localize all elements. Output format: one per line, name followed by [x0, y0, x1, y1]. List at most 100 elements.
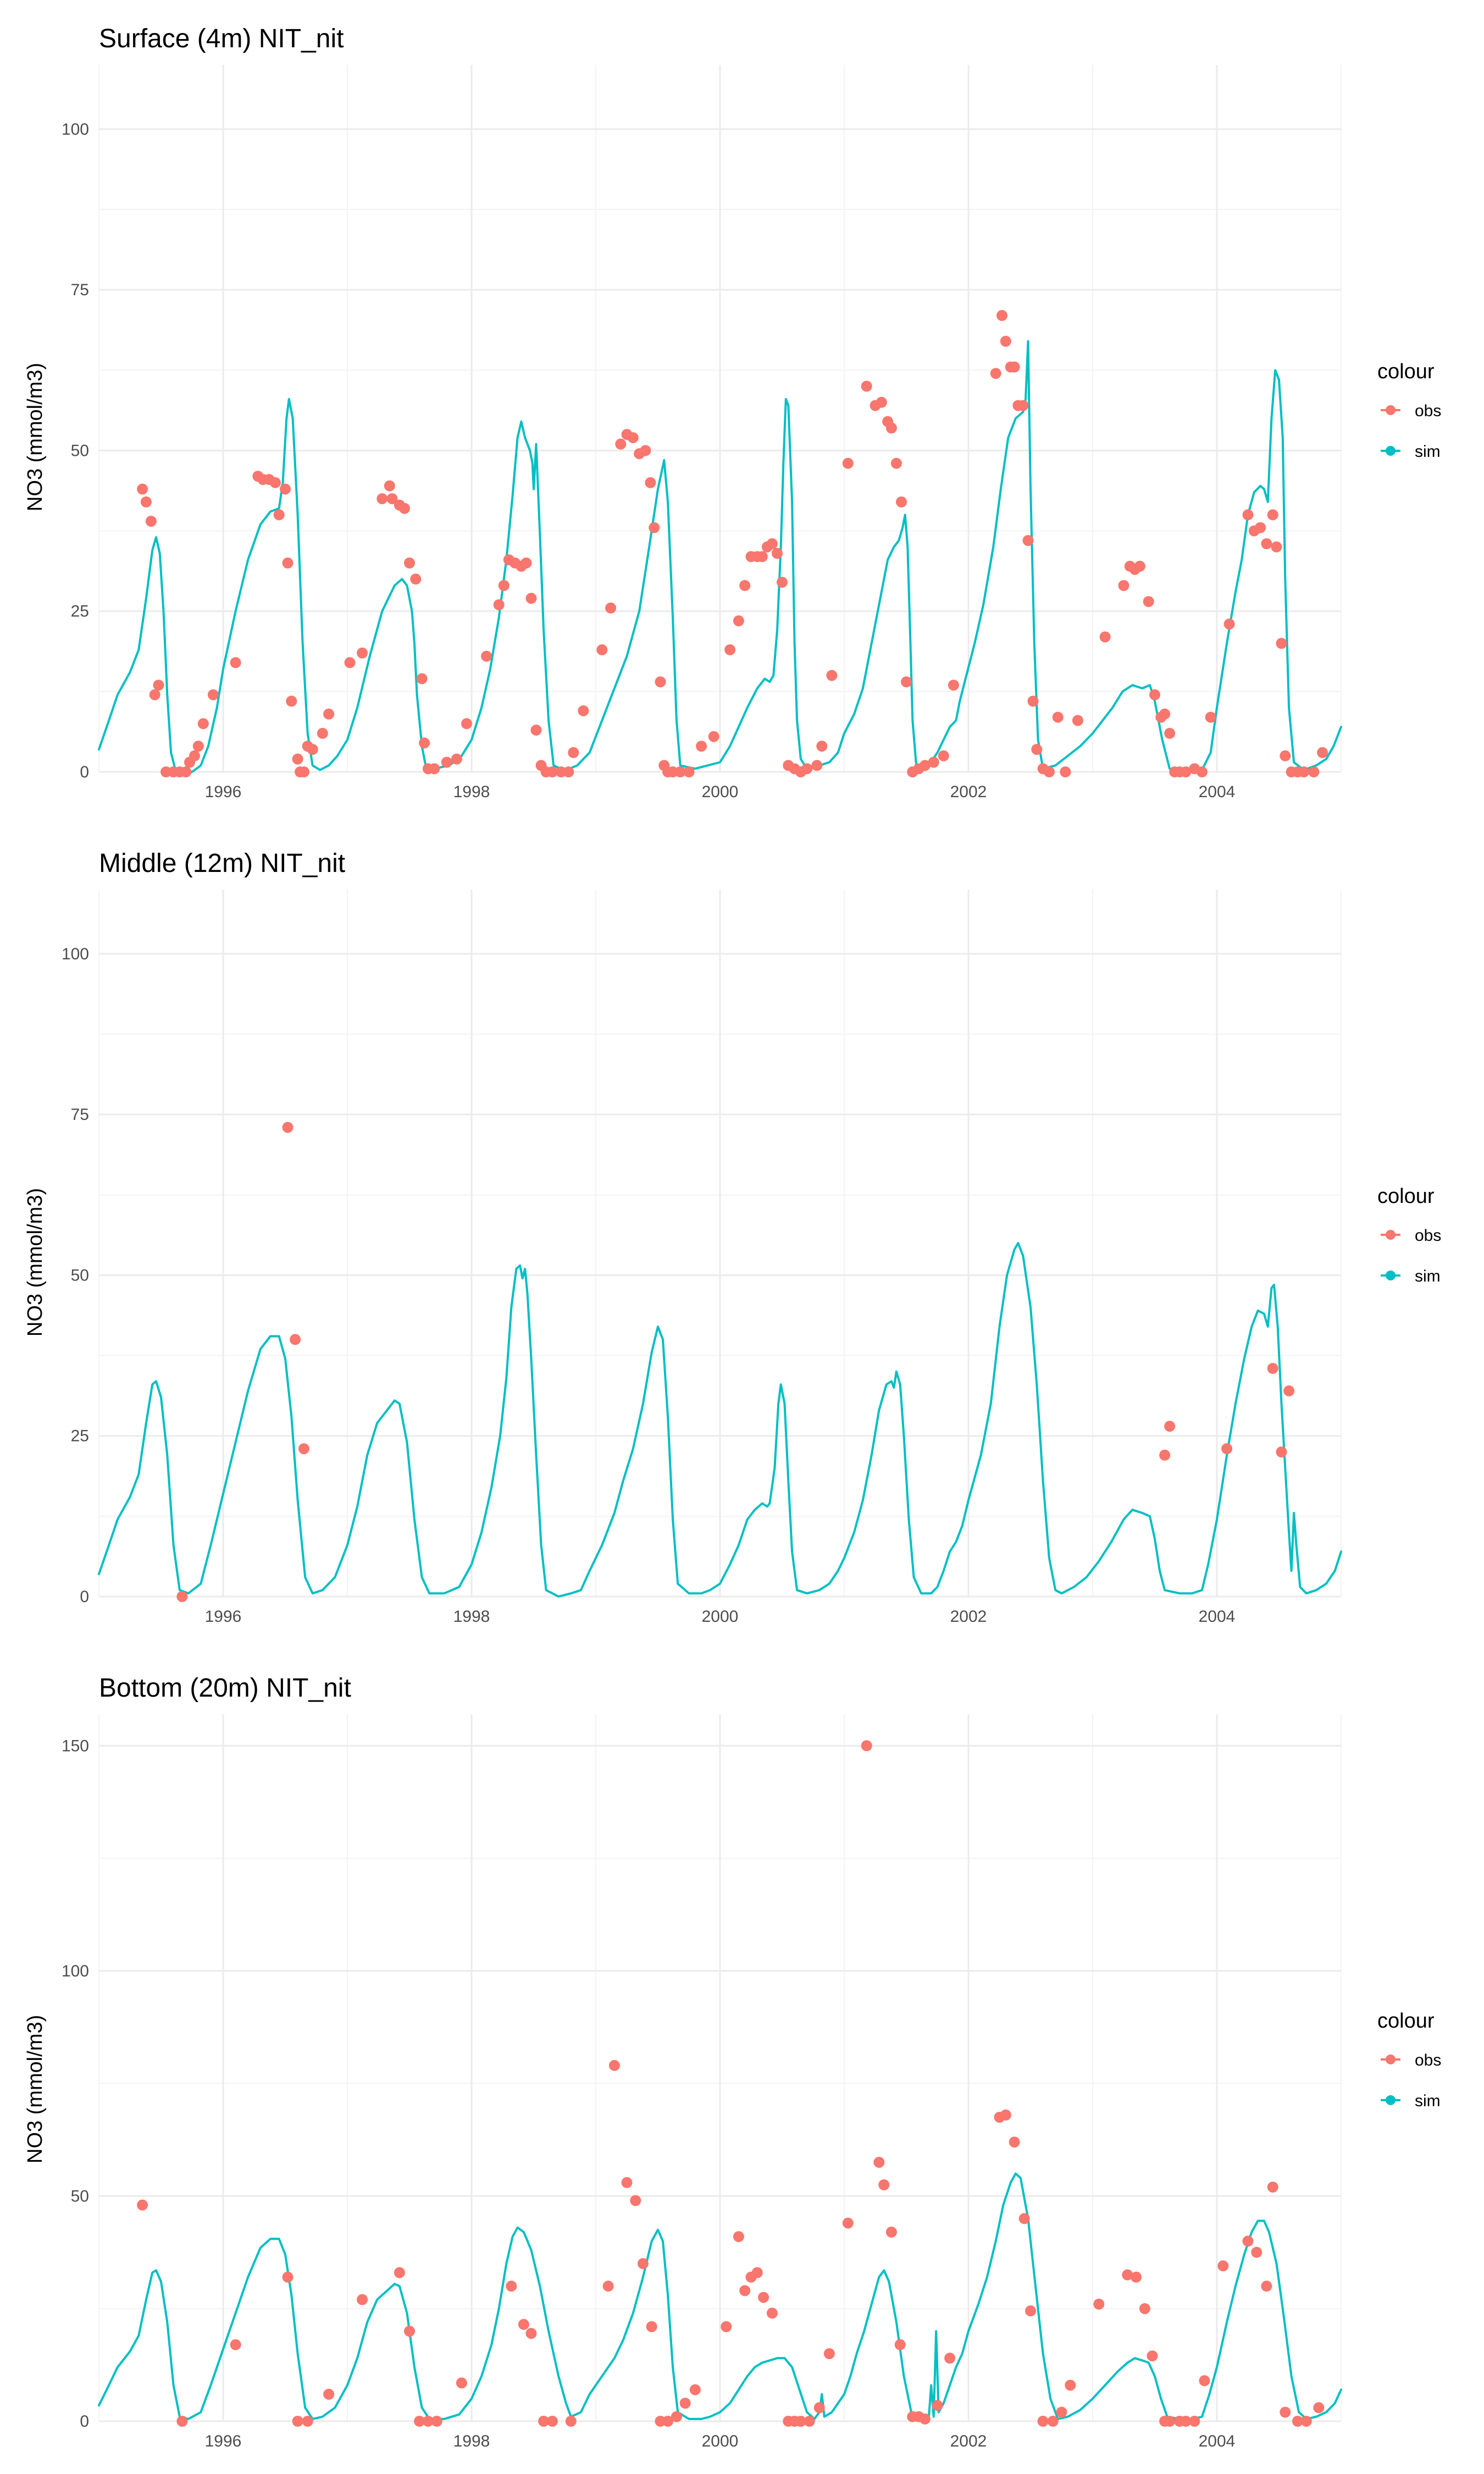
data-point-obs	[1131, 2271, 1142, 2283]
data-point-obs	[323, 2388, 335, 2400]
data-point-obs	[292, 753, 303, 765]
x-tick-label: 2004	[1199, 783, 1236, 801]
data-point-obs	[176, 2416, 188, 2427]
data-point-obs	[1147, 2350, 1158, 2362]
data-point-obs	[1267, 509, 1278, 521]
data-point-obs	[578, 705, 589, 716]
data-point-obs	[419, 737, 430, 749]
panel-surface: Surface (4m) NIT_nit NO3 (mmol/m3) 1996 1…	[24, 24, 1441, 801]
data-point-obs	[1047, 2416, 1059, 2427]
plot-area: 1996 1998 2000 2002 2004 0 50 100 150	[62, 1714, 1342, 2450]
data-point-obs	[546, 2416, 558, 2427]
y-tick-label: 100	[62, 945, 89, 963]
data-point-obs	[563, 766, 574, 777]
data-point-obs	[538, 2416, 550, 2427]
data-point-obs	[1242, 2235, 1254, 2247]
data-point-obs	[386, 493, 398, 505]
data-point-obs	[1255, 522, 1266, 533]
data-point-obs	[928, 756, 939, 768]
x-tick-label: 1996	[205, 783, 242, 801]
x-tick-label: 1996	[205, 1608, 242, 1626]
data-point-obs	[1267, 2182, 1278, 2193]
data-point-obs	[1065, 2379, 1076, 2391]
data-point-obs	[804, 2416, 815, 2427]
data-point-obs	[153, 680, 164, 691]
data-point-obs	[813, 2402, 825, 2414]
data-point-obs	[525, 2328, 537, 2339]
panel-title: Surface (4m) NIT_nit	[99, 24, 344, 53]
legend-label-sim: sim	[1415, 1267, 1441, 1285]
data-point-obs	[996, 310, 1007, 321]
data-point-obs	[1199, 2375, 1210, 2387]
data-point-obs	[861, 1740, 872, 1752]
data-point-obs	[481, 650, 492, 662]
data-point-obs	[689, 2384, 701, 2395]
data-point-obs	[756, 551, 768, 562]
data-point-obs	[518, 2318, 529, 2330]
data-point-obs	[1118, 580, 1129, 591]
x-tick-label: 1996	[205, 2432, 242, 2450]
panel-title: Middle (12m) NIT_nit	[99, 849, 345, 878]
data-point-obs	[1052, 711, 1064, 723]
x-tick-label: 2000	[702, 1608, 739, 1626]
data-point-obs	[1164, 1421, 1176, 1432]
data-point-obs	[1276, 638, 1287, 649]
data-point-obs	[1196, 766, 1208, 777]
data-point-obs	[1027, 695, 1039, 707]
data-point-obs	[766, 538, 778, 549]
y-tick-label: 0	[80, 2412, 89, 2431]
data-point-obs	[1300, 2416, 1312, 2427]
data-point-obs	[1025, 2305, 1036, 2317]
data-point-obs	[1093, 2299, 1105, 2310]
data-point-obs	[269, 477, 281, 488]
y-axis-title: NO3 (mmol/m3)	[24, 363, 47, 511]
data-point-obs	[286, 695, 297, 707]
data-point-obs	[357, 647, 368, 659]
data-point-obs	[1308, 766, 1320, 777]
data-point-obs	[1164, 727, 1176, 739]
data-point-obs	[493, 599, 505, 610]
data-point-obs	[416, 673, 428, 684]
data-point-obs	[1189, 2416, 1200, 2427]
data-point-obs	[546, 766, 558, 777]
plot-area: 1996 1998 2000 2002 2004 0 25 50 75 100	[62, 65, 1342, 801]
data-point-obs	[1139, 2303, 1150, 2315]
data-point-obs	[1009, 2136, 1020, 2148]
data-point-obs	[461, 718, 472, 730]
data-point-obs	[1283, 1385, 1295, 1396]
data-point-obs	[1180, 766, 1192, 777]
data-point-obs	[197, 718, 209, 730]
data-point-obs	[938, 750, 949, 761]
data-point-obs	[733, 615, 744, 627]
data-point-obs	[273, 509, 285, 521]
data-point-obs	[621, 2177, 633, 2188]
data-point-obs	[795, 2416, 806, 2427]
data-point-obs	[816, 741, 828, 752]
data-point-obs	[429, 763, 440, 775]
x-tick-label: 1998	[453, 783, 490, 801]
y-tick-label: 25	[71, 1427, 89, 1445]
legend-title: colour	[1377, 1185, 1435, 1208]
data-point-obs	[137, 2199, 148, 2211]
data-point-obs	[192, 741, 204, 752]
data-point-obs	[608, 2059, 620, 2071]
data-point-obs	[376, 493, 388, 505]
data-point-obs	[627, 432, 639, 444]
data-point-obs	[399, 502, 410, 514]
data-point-obs	[758, 2291, 769, 2303]
data-point-obs	[1261, 2280, 1272, 2292]
legend-title: colour	[1377, 360, 1435, 383]
data-point-obs	[145, 516, 157, 527]
data-point-obs	[1276, 1446, 1287, 1457]
legend-key-sim-point	[1386, 446, 1396, 456]
data-point-obs	[1022, 535, 1034, 546]
data-point-obs	[826, 670, 838, 681]
data-point-obs	[596, 644, 608, 655]
data-point-obs	[708, 731, 719, 742]
data-point-obs	[873, 2157, 885, 2168]
data-point-obs	[1000, 2109, 1011, 2120]
data-point-obs	[1223, 618, 1235, 630]
data-point-obs	[1251, 2246, 1262, 2258]
